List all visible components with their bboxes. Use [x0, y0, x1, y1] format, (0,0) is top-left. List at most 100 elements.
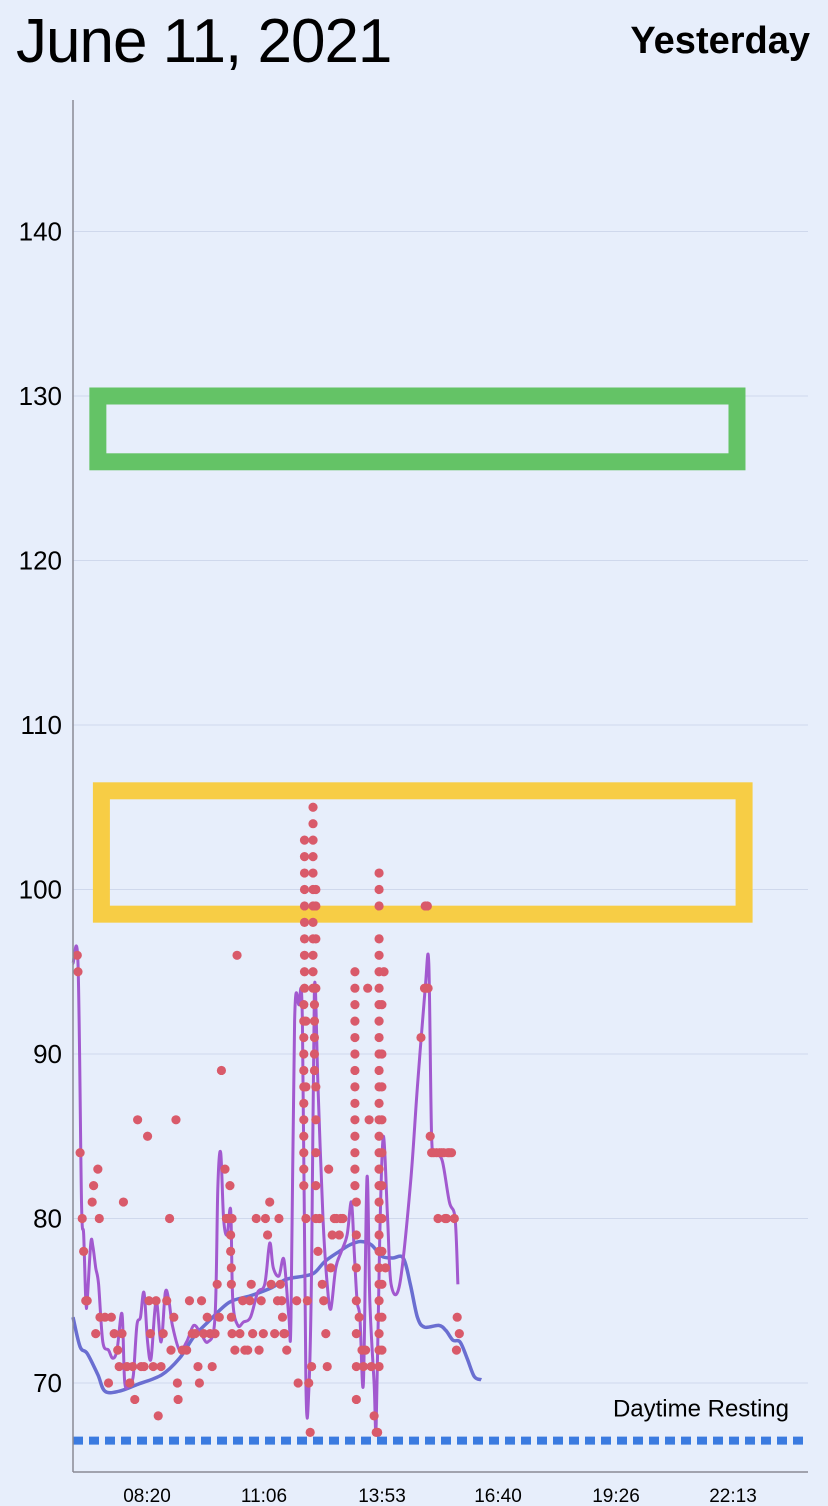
data-point — [350, 1032, 360, 1043]
period-button[interactable]: Yesterday — [630, 20, 810, 62]
data-point — [374, 1329, 384, 1339]
data-point — [308, 868, 318, 878]
data-point — [374, 901, 384, 911]
data-point — [350, 1082, 360, 1092]
data-point — [275, 1279, 285, 1289]
date-title: June 11, 2021 — [16, 7, 392, 76]
data-point — [164, 1213, 175, 1224]
data-point — [374, 884, 384, 895]
data-point — [196, 1296, 207, 1306]
data-point — [128, 1361, 138, 1372]
data-point — [311, 1148, 321, 1158]
data-point — [227, 1213, 237, 1224]
data-point — [172, 1378, 182, 1388]
data-point — [118, 1197, 129, 1207]
data-point — [322, 1361, 332, 1372]
data-point — [299, 950, 310, 960]
data-point — [377, 1082, 387, 1092]
data-point — [190, 1329, 200, 1339]
data-point — [350, 1049, 360, 1059]
data-point — [317, 1279, 327, 1289]
data-point — [235, 1329, 245, 1339]
data-point — [299, 1049, 309, 1059]
data-point — [374, 934, 384, 944]
x-tick-label: 16:40 — [474, 1486, 522, 1506]
data-point — [351, 1296, 361, 1306]
data-point — [226, 1279, 236, 1289]
data-point — [423, 983, 433, 993]
yellow-zone-rect — [92, 782, 753, 923]
data-point — [351, 1230, 361, 1240]
data-point — [369, 1411, 379, 1421]
data-point — [301, 1082, 311, 1092]
data-point — [139, 1361, 149, 1372]
data-point — [374, 868, 384, 878]
data-point — [299, 967, 310, 977]
data-point — [299, 934, 310, 944]
data-point — [75, 1148, 85, 1158]
data-point — [77, 1213, 87, 1224]
data-point — [311, 1082, 321, 1092]
data-point — [360, 1345, 371, 1355]
data-point — [338, 1213, 348, 1224]
data-point — [299, 1131, 309, 1141]
data-point — [256, 1296, 266, 1306]
data-point — [246, 1279, 256, 1289]
data-point — [299, 835, 310, 845]
data-point — [93, 1164, 103, 1174]
resting-line-group: Daytime Resting — [73, 1396, 808, 1445]
y-tick-label: 70 — [33, 1368, 62, 1398]
data-point — [207, 1361, 217, 1372]
data-point — [171, 1115, 181, 1125]
data-point — [299, 1065, 309, 1076]
data-point — [130, 1394, 140, 1405]
data-point — [433, 1213, 443, 1224]
data-point — [299, 901, 310, 911]
data-point — [377, 1115, 387, 1125]
data-point — [299, 868, 310, 878]
data-point — [274, 1213, 284, 1224]
data-point — [377, 1049, 387, 1059]
data-point — [374, 1016, 384, 1026]
data-point — [364, 1115, 374, 1125]
data-point — [251, 1213, 261, 1224]
data-point — [153, 1411, 163, 1421]
data-point — [182, 1345, 192, 1355]
data-points — [72, 802, 464, 1437]
data-point — [377, 1312, 387, 1322]
data-point — [374, 983, 384, 993]
data-point — [277, 1312, 288, 1322]
data-point — [265, 1197, 275, 1207]
data-point — [377, 1246, 387, 1256]
data-point — [82, 1296, 92, 1306]
data-point — [377, 1181, 387, 1191]
data-point — [358, 1361, 369, 1372]
data-point — [238, 1296, 248, 1306]
data-point — [145, 1329, 156, 1339]
data-point — [363, 983, 373, 993]
data-point — [299, 1181, 309, 1191]
data-point — [308, 917, 318, 928]
data-point — [308, 852, 318, 862]
data-point — [311, 901, 321, 911]
data-point — [220, 1164, 230, 1174]
data-point — [308, 967, 318, 977]
smooth-line — [71, 944, 460, 1433]
data-point — [304, 1378, 314, 1388]
data-point — [350, 1065, 360, 1076]
data-point — [114, 1361, 124, 1372]
data-point — [311, 1115, 321, 1125]
data-point — [314, 1213, 325, 1224]
data-point — [113, 1345, 123, 1355]
data-point — [299, 1032, 309, 1043]
y-tick-label: 110 — [21, 710, 62, 740]
data-point — [169, 1312, 179, 1322]
data-point — [416, 1032, 426, 1043]
data-point — [282, 1345, 292, 1355]
data-point — [216, 1065, 227, 1076]
data-point — [277, 1296, 287, 1306]
data-point — [226, 1246, 236, 1256]
y-tick-label: 90 — [33, 1039, 62, 1069]
data-point — [299, 852, 310, 862]
